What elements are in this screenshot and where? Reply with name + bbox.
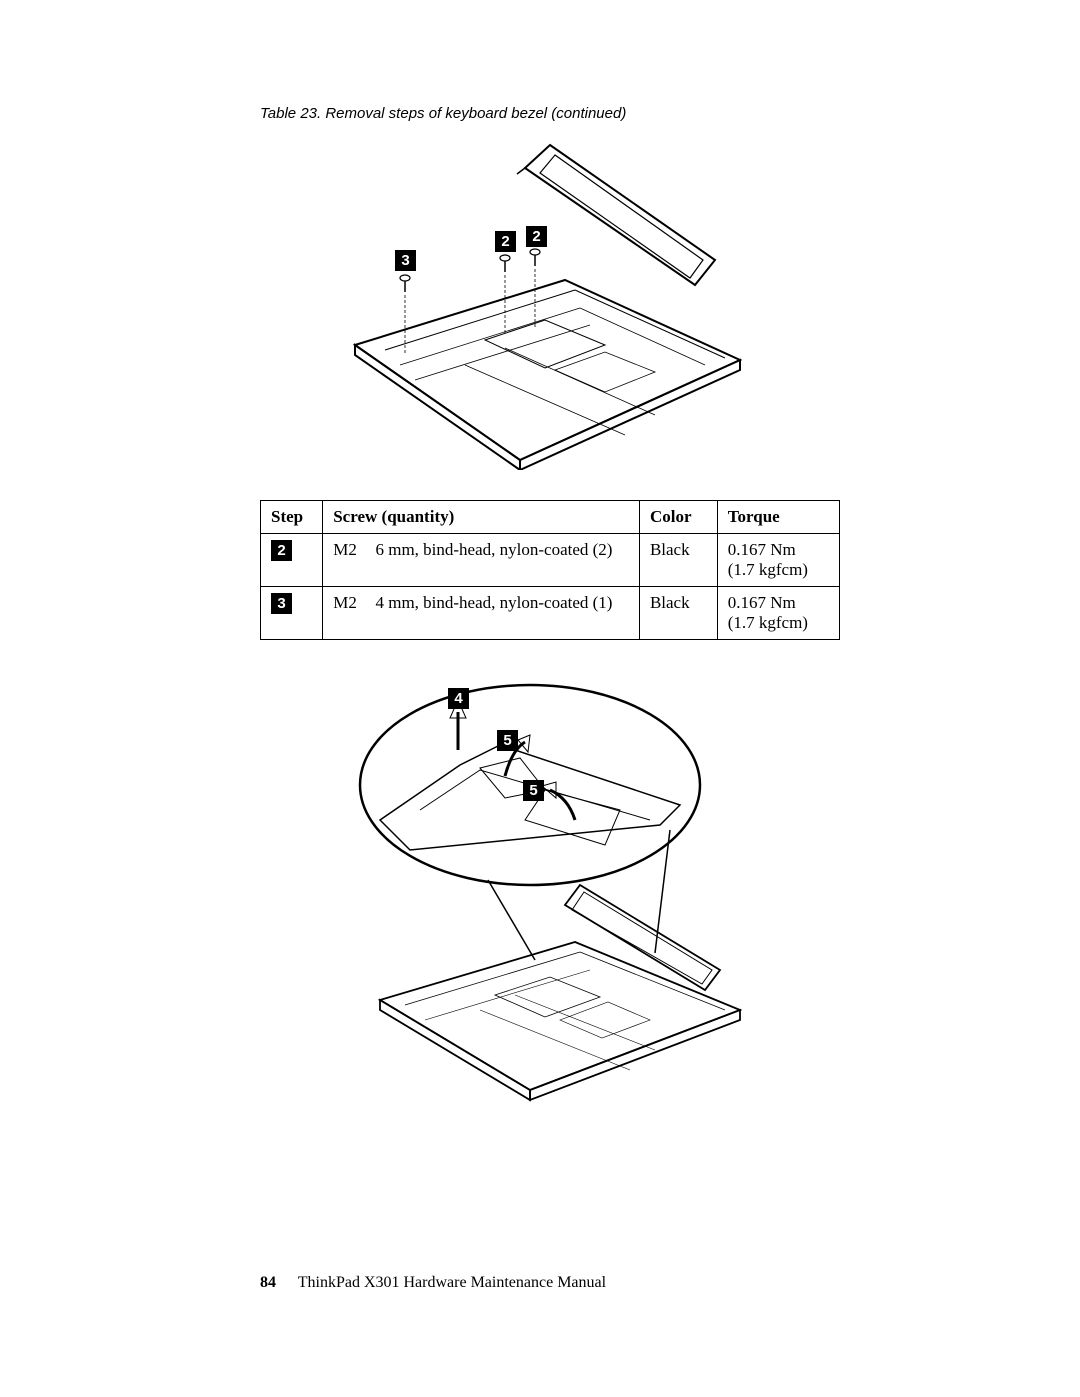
callout-2a: 2 [495,231,516,252]
screw-type: M2 [333,540,371,560]
table-row: 2 M2 6 mm, bind-head, nylon-coated (2) B… [261,534,840,587]
screw-type: M2 [333,593,371,613]
table-row: 3 M2 4 mm, bind-head, nylon-coated (1) B… [261,587,840,640]
col-step: Step [261,501,323,534]
callout-4: 4 [448,688,469,709]
col-screw: Screw (quantity) [323,501,640,534]
screw-desc: 6 mm, bind-head, nylon-coated (2) [375,540,612,559]
col-color: Color [639,501,717,534]
torque-nm: 0.167 Nm [728,540,796,559]
laptop-bezel-illustration [350,670,750,1110]
torque-kgfcm: (1.7 kgfcm) [728,560,808,579]
torque-cell: 0.167 Nm (1.7 kgfcm) [717,587,839,640]
callout-3: 3 [395,250,416,271]
step-badge: 2 [271,540,292,561]
screw-cell: M2 6 mm, bind-head, nylon-coated (2) [323,534,640,587]
screw-cell: M2 4 mm, bind-head, nylon-coated (1) [323,587,640,640]
callout-2b: 2 [526,226,547,247]
screw-desc: 4 mm, bind-head, nylon-coated (1) [375,593,612,612]
page-number: 84 [260,1274,276,1291]
torque-nm: 0.167 Nm [728,593,796,612]
col-torque: Torque [717,501,839,534]
callout-5b: 5 [523,780,544,801]
table-caption: Table 23. Removal steps of keyboard beze… [260,105,840,122]
torque-cell: 0.167 Nm (1.7 kgfcm) [717,534,839,587]
diagram-top: 3 2 2 [345,140,755,470]
color-cell: Black [639,587,717,640]
callout-5a: 5 [497,730,518,751]
torque-kgfcm: (1.7 kgfcm) [728,613,808,632]
step-cell: 2 [261,534,323,587]
laptop-screws-illustration [345,140,755,470]
screw-table: Step Screw (quantity) Color Torque 2 M2 … [260,500,840,640]
step-cell: 3 [261,587,323,640]
page-content: Table 23. Removal steps of keyboard beze… [260,105,840,1110]
color-cell: Black [639,534,717,587]
page-footer: 84 ThinkPad X301 Hardware Maintenance Ma… [260,1274,606,1292]
diagram-bottom: 4 5 5 [350,670,750,1110]
step-badge: 3 [271,593,292,614]
table-header-row: Step Screw (quantity) Color Torque [261,501,840,534]
manual-title: ThinkPad X301 Hardware Maintenance Manua… [298,1274,606,1291]
